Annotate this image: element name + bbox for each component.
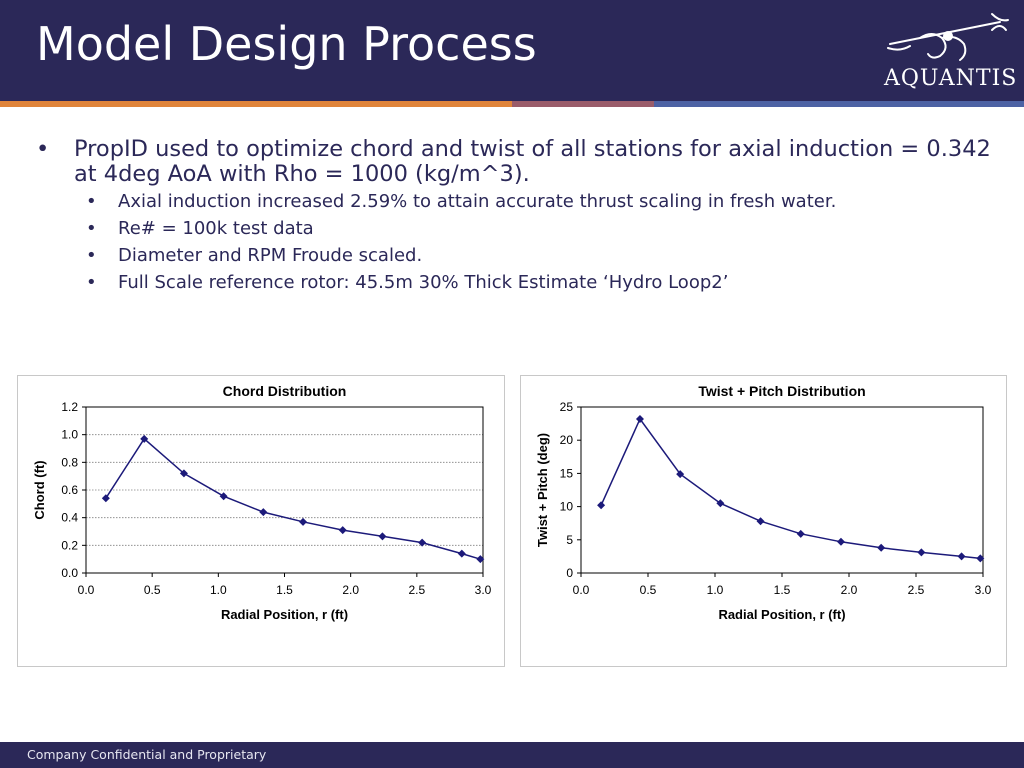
data-point	[101, 494, 110, 503]
y-tick-label: 0	[566, 566, 573, 580]
y-tick-label: 25	[560, 400, 574, 414]
bullet-list: • PropID used to optimize chord and twis…	[36, 137, 1006, 295]
header-stripe-mauve	[512, 101, 654, 107]
twist-chart-svg: 0 5 10 15 20 25 0.0 0.5 1.0 1.5 2.0 2.5 3.0 Twist + P…	[535, 383, 992, 622]
data-point	[917, 548, 926, 557]
sub-bullet: • Re# = 100k test data	[36, 216, 1006, 241]
sub-bullet: • Axial induction increased 2.59% to att…	[36, 189, 1006, 214]
y-tick-label: 0.8	[61, 455, 78, 469]
y-tick-label: 0.6	[61, 483, 78, 497]
data-point	[635, 414, 644, 423]
sub-bullet-text: Re# = 100k test data	[118, 218, 314, 239]
data-point	[259, 508, 268, 517]
x-tick-label: 1.5	[774, 583, 791, 597]
sub-bullet-text: Full Scale reference rotor: 45.5m 30% Th…	[118, 272, 729, 293]
y-tick-label: 5	[566, 533, 573, 547]
x-tick-label: 1.5	[276, 583, 293, 597]
x-tick-label: 0.5	[144, 583, 161, 597]
slide-footer: Company Confidential and Proprietary	[0, 742, 1024, 768]
data-point	[476, 555, 485, 564]
y-tick-label: 1.0	[61, 428, 78, 442]
header-stripe-orange	[0, 101, 512, 107]
footer-text: Company Confidential and Proprietary	[27, 747, 267, 762]
bullet-dot-icon: •	[86, 218, 97, 239]
data-point	[338, 526, 347, 535]
y-axis-label: Twist + Pitch (deg)	[535, 433, 550, 547]
bullet-dot-icon: •	[86, 191, 97, 212]
y-tick-label: 20	[560, 433, 574, 447]
y-tick-label: 0.2	[61, 538, 78, 552]
bullet-main: • PropID used to optimize chord and twis…	[36, 137, 1006, 187]
data-point	[796, 529, 805, 538]
sub-bullet-text: Diameter and RPM Froude scaled.	[118, 245, 423, 266]
data-point	[299, 517, 308, 526]
x-tick-label: 0.0	[573, 583, 590, 597]
x-tick-label: 2.0	[342, 583, 359, 597]
data-point	[676, 470, 685, 479]
y-axis-label: Chord (ft)	[32, 460, 47, 519]
trident-logo-icon	[887, 13, 1009, 61]
data-point	[378, 532, 387, 541]
y-tick-label: 0.0	[61, 566, 78, 580]
x-tick-label: 1.0	[210, 583, 227, 597]
data-point	[179, 469, 188, 478]
series-line	[600, 417, 981, 560]
bullet-dot-icon: •	[36, 136, 50, 162]
twist-pitch-distribution-chart: 0 5 10 15 20 25 0.0 0.5 1.0 1.5 2.0 2.5 3.0 Twist + P…	[520, 375, 1007, 667]
header-stripe-blue	[654, 101, 1024, 107]
y-tick-label: 0.4	[61, 511, 78, 525]
x-tick-label: 2.0	[841, 583, 858, 597]
data-point	[957, 552, 966, 561]
data-point	[877, 543, 886, 552]
x-tick-label: 3.0	[475, 583, 492, 597]
x-tick-label: 0.5	[640, 583, 657, 597]
plot-area	[580, 406, 984, 574]
chart-title: Chord Distribution	[223, 383, 347, 399]
x-tick-label: 2.5	[408, 583, 425, 597]
slide-header: Model Design Process AQUANTIS	[0, 0, 1024, 101]
y-tick-label: 15	[560, 466, 574, 480]
data-point	[457, 549, 466, 558]
data-point	[756, 517, 765, 526]
x-axis-label: Radial Position, r (ft)	[718, 607, 845, 622]
data-point	[716, 499, 725, 508]
x-tick-label: 0.0	[78, 583, 95, 597]
sub-bullet-text: Axial induction increased 2.59% to attai…	[118, 191, 837, 212]
chord-chart-svg: 0.0 0.2 0.4 0.6 0.8 1.0 1.2 0.0 0.5 1.0 1.5 2.0 2.5 3…	[32, 383, 492, 622]
data-point	[597, 501, 606, 510]
data-point	[976, 554, 985, 563]
x-tick-label: 1.0	[707, 583, 724, 597]
data-point	[219, 492, 228, 501]
slide-title: Model Design Process	[36, 17, 537, 71]
chart-title: Twist + Pitch Distribution	[698, 383, 865, 399]
x-axis-label: Radial Position, r (ft)	[221, 607, 348, 622]
sub-bullet: • Full Scale reference rotor: 45.5m 30% …	[36, 270, 1006, 295]
chord-distribution-chart: 0.0 0.2 0.4 0.6 0.8 1.0 1.2 0.0 0.5 1.0 1.5 2.0 2.5 3…	[17, 375, 505, 667]
data-point	[836, 537, 845, 546]
y-tick-label: 10	[560, 500, 574, 514]
data-point	[418, 538, 427, 547]
x-tick-label: 3.0	[975, 583, 992, 597]
bullet-dot-icon: •	[86, 245, 97, 266]
bullet-dot-icon: •	[86, 272, 97, 293]
data-point	[140, 434, 149, 443]
bullet-main-text: PropID used to optimize chord and twist …	[74, 136, 991, 187]
x-tick-label: 2.5	[908, 583, 925, 597]
company-logo-text: AQUANTIS	[884, 66, 1018, 91]
sub-bullet: • Diameter and RPM Froude scaled.	[36, 243, 1006, 268]
y-tick-label: 1.2	[61, 400, 78, 414]
